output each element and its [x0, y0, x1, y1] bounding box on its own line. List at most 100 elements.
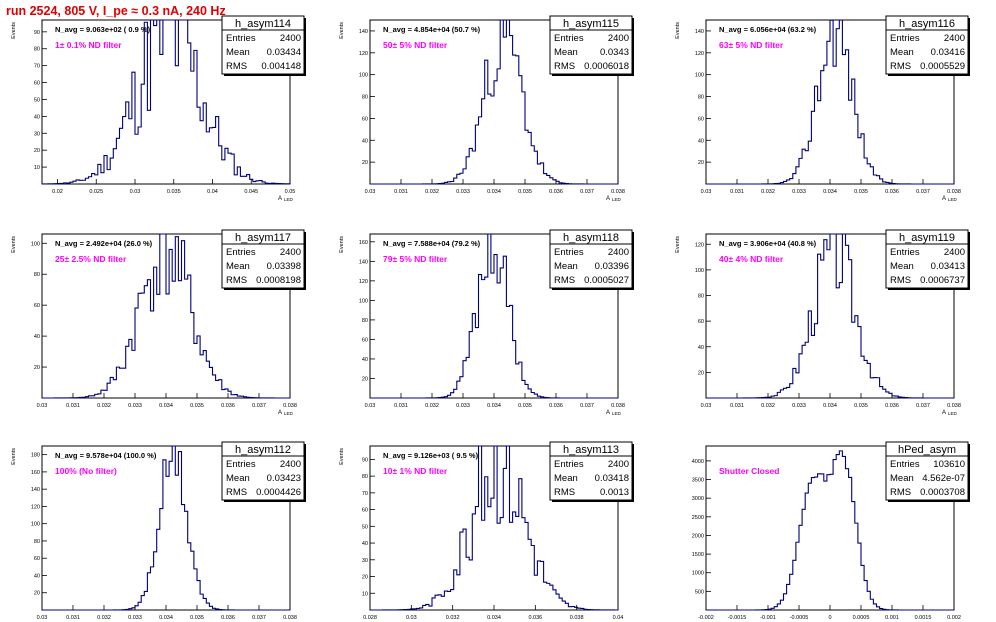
- y-tick-label: 30: [34, 131, 40, 137]
- histogram-panel-h_asym113: 0.028 0.03 0.032 0.034 0.036 0.038 0.04 10 20 30 4…: [339, 441, 634, 621]
- histogram-panel-hPed_asym: -0.002 -0.0015 -0.001 -0.0005 0 0.0005 0.001 0.…: [692, 441, 970, 621]
- filter-label: Shutter Closed: [719, 466, 779, 476]
- stats-box: [549, 15, 633, 75]
- y-tick-label: 1500: [692, 552, 704, 558]
- y-tick-label: 80: [34, 539, 40, 545]
- y-tick-label: 500: [695, 589, 704, 595]
- stats-value: 0.03413: [931, 261, 965, 272]
- filter-label: 63± 5% ND filter: [719, 40, 784, 50]
- x-tick-label: 0.03: [130, 189, 141, 195]
- filter-label: 79± 5% ND filter: [383, 254, 448, 264]
- y-tick-label: 120: [359, 51, 368, 57]
- y-tick-label: 60: [698, 116, 704, 122]
- x-tick-label: 0.038: [283, 403, 297, 409]
- x-tick-label: 0.03: [365, 189, 376, 195]
- x-tick-label: 0.035: [854, 189, 868, 195]
- stats-value: 0.004148: [261, 61, 301, 72]
- x-tick-label: 0.036: [221, 403, 235, 409]
- x-tick-label: 0.032: [97, 615, 111, 621]
- y-tick-label: 40: [698, 138, 704, 144]
- x-tick-label: 0.034: [487, 403, 501, 409]
- stats-label: Mean: [554, 261, 578, 272]
- x-tick-label: 0.02: [52, 189, 63, 195]
- navg-text: N_avg = 9.578e+04 (100.0 %): [55, 451, 157, 460]
- stats-label: RMS: [226, 61, 247, 72]
- stats-label: Entries: [554, 459, 584, 470]
- stats-label: Mean: [554, 47, 578, 58]
- stats-value: 2400: [280, 247, 301, 258]
- x-tick-label: 0.032: [446, 615, 460, 621]
- stats-label: Mean: [890, 261, 914, 272]
- stats-label: Entries: [890, 459, 920, 470]
- stats-label: RMS: [890, 61, 911, 72]
- x-tick-label: 0.032: [425, 189, 439, 195]
- x-axis-label-sub: LED: [284, 411, 294, 416]
- x-axis-label: A: [278, 410, 282, 416]
- stats-label: Mean: [226, 473, 250, 484]
- y-tick-label: 10: [34, 165, 40, 171]
- x-tick-label: 0.04: [207, 189, 218, 195]
- histogram-panel-h_asym119: 0.03 0.031 0.032 0.033 0.034 0.035 0.036 0.037 0…: [675, 229, 970, 416]
- stats-title: h_asym112: [235, 444, 291, 456]
- y-tick-label: 20: [34, 148, 40, 154]
- y-tick-label: 80: [698, 95, 704, 101]
- y-tick-label: 160: [31, 470, 40, 476]
- x-tick-label: 0.031: [394, 189, 408, 195]
- stats-value: 0.03396: [595, 261, 629, 272]
- y-tick-label: 60: [362, 337, 368, 343]
- stats-label: Entries: [890, 247, 920, 258]
- y-tick-label: 2500: [692, 515, 704, 521]
- x-tick-label: 0.045: [244, 189, 258, 195]
- stats-value: 2400: [944, 33, 965, 44]
- histogram-line: [370, 19, 618, 185]
- y-tick-label: 40: [34, 573, 40, 579]
- y-tick-label: 70: [34, 64, 40, 70]
- y-tick-label: 20: [34, 591, 40, 597]
- x-tick-label: 0.034: [823, 403, 837, 409]
- x-tick-label: 0.033: [792, 403, 806, 409]
- x-tick-label: 0.038: [570, 615, 584, 621]
- x-tick-label: 0.037: [580, 189, 594, 195]
- x-tick-label: 0.032: [97, 403, 111, 409]
- x-tick-label: 0.037: [916, 403, 930, 409]
- stats-value: 0.03416: [931, 47, 965, 58]
- y-tick-label: 20: [362, 376, 368, 382]
- y-tick-label: 60: [362, 508, 368, 514]
- y-tick-label: 40: [698, 345, 704, 351]
- x-tick-label: 0.036: [549, 189, 563, 195]
- x-tick-label: 0.035: [518, 403, 532, 409]
- y-tick-label: 10: [362, 591, 368, 597]
- x-tick-label: 0.032: [761, 403, 775, 409]
- x-tick-label: 0.034: [823, 189, 837, 195]
- x-tick-label: 0.037: [916, 189, 930, 195]
- navg-text: N_avg = 7.588e+04 (79.2 %): [383, 239, 481, 248]
- stats-label: Mean: [890, 47, 914, 58]
- stats-value: 0.0005529: [920, 61, 965, 72]
- y-tick-label: 20: [362, 575, 368, 581]
- y-tick-label: 120: [31, 504, 40, 510]
- stats-title: h_asym117: [235, 232, 291, 244]
- x-tick-label: 0.03: [701, 189, 712, 195]
- stats-label: Entries: [554, 247, 584, 258]
- navg-text: N_avg = 3.906e+04 (40.8 %): [719, 239, 817, 248]
- stats-label: RMS: [554, 487, 575, 498]
- histogram-line: [706, 19, 954, 185]
- x-tick-label: 0.037: [252, 403, 266, 409]
- y-tick-label: 20: [34, 365, 40, 371]
- y-tick-label: 80: [34, 47, 40, 53]
- x-axis-label-sub: LED: [612, 411, 622, 416]
- x-tick-label: 0.038: [611, 403, 625, 409]
- stats-title: h_asym119: [899, 232, 955, 244]
- x-tick-label: 0.032: [425, 403, 439, 409]
- stats-label: Mean: [226, 47, 250, 58]
- x-tick-label: 0.037: [252, 615, 266, 621]
- x-tick-label: 0.037: [580, 403, 594, 409]
- x-tick-label: 0.03: [37, 403, 48, 409]
- stats-box: [885, 229, 969, 289]
- y-tick-label: 100: [31, 522, 40, 528]
- stats-label: RMS: [890, 487, 911, 498]
- stats-label: Mean: [554, 473, 578, 484]
- stats-value: 2400: [608, 459, 629, 470]
- stats-box: [221, 15, 305, 75]
- y-tick-label: 70: [362, 491, 368, 497]
